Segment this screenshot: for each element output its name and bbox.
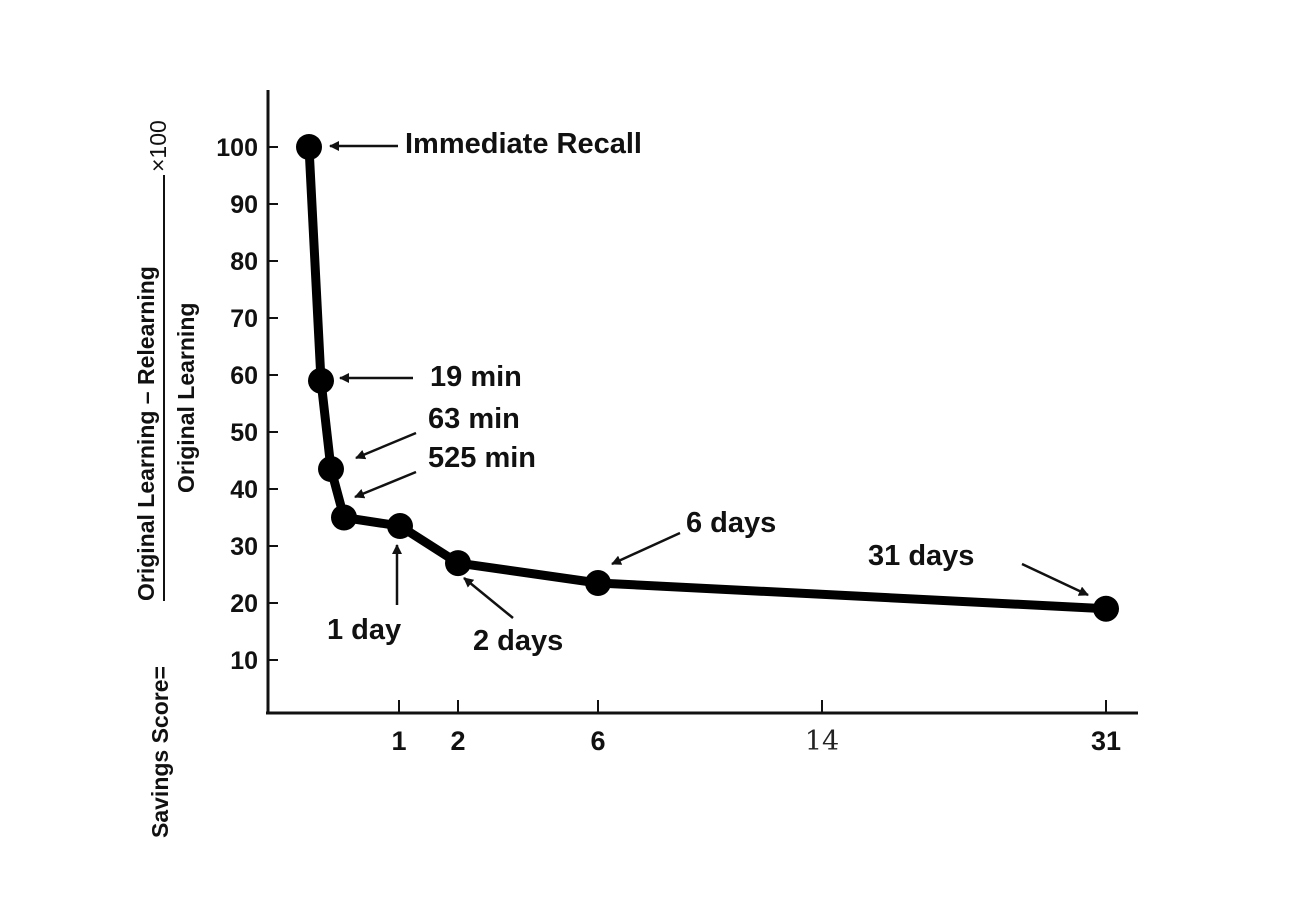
annotation-immediate-recall: Immediate Recall [405, 128, 642, 160]
y-label-denominator: Original Learning [173, 303, 199, 493]
y-tick-label: 80 [230, 248, 258, 276]
y-tick-label: 70 [230, 305, 258, 333]
data-point [318, 456, 344, 483]
x-tick-label: 1 [391, 726, 406, 756]
x-ticks: 1 2 6 14 31 [391, 700, 1121, 757]
annotation-6-days: 6 days [686, 507, 776, 539]
data-point [308, 367, 334, 394]
y-label-numerator: Original Learning – Relearning [133, 266, 159, 601]
data-point [296, 134, 322, 160]
arrow-31-days [1021, 562, 1089, 597]
y-axis-label: Savings Score= Original Learning – Relea… [133, 120, 199, 838]
y-tick-label: 30 [230, 533, 258, 561]
y-tick-label: 50 [230, 419, 258, 447]
data-point [585, 570, 611, 597]
y-label-prefix: Savings Score= [147, 666, 173, 838]
annotation-1-day: 1 day [327, 614, 401, 646]
y-tick-label: 10 [230, 647, 258, 675]
data-point [445, 550, 471, 577]
y-label-multiplier: ×100 [145, 120, 171, 172]
arrow-63-min [355, 431, 417, 460]
y-ticks: 100 90 80 70 60 50 40 30 20 10 [216, 134, 278, 675]
data-points [296, 134, 1119, 622]
arrow-525-min [354, 470, 417, 499]
x-tick-label: 31 [1091, 726, 1121, 756]
x-tick-label: 2 [450, 726, 465, 756]
annotation-525-min: 525 min [428, 442, 536, 474]
annotation-31-days: 31 days [868, 540, 974, 572]
annotation-2-days: 2 days [473, 625, 563, 657]
data-point [387, 513, 413, 540]
x-tick-label: 14 [805, 726, 839, 757]
annotations: Immediate Recall 19 min 63 min 525 min 1… [327, 128, 1089, 657]
y-tick-label: 60 [230, 362, 258, 390]
curve [304, 142, 1111, 614]
arrow-2-days [463, 577, 514, 619]
arrow-6-days [611, 531, 681, 566]
annotation-19-min: 19 min [430, 361, 522, 393]
y-tick-label: 90 [230, 191, 258, 219]
series-line [304, 142, 1111, 614]
data-point [1093, 595, 1119, 622]
y-tick-label: 20 [230, 590, 258, 618]
y-tick-label: 100 [216, 134, 258, 162]
x-tick-label: 6 [590, 726, 605, 756]
y-tick-label: 40 [230, 476, 258, 504]
data-point [331, 504, 357, 531]
annotation-63-min: 63 min [428, 403, 520, 435]
